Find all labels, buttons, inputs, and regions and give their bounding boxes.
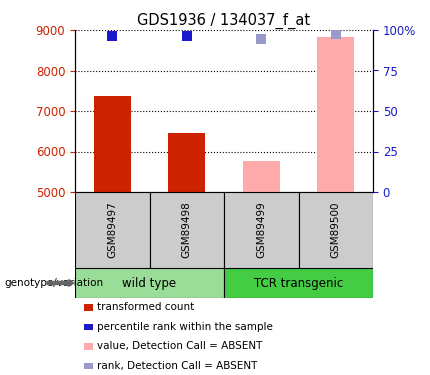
Text: GSM89498: GSM89498 [182,202,192,258]
Text: value, Detection Call = ABSENT: value, Detection Call = ABSENT [97,341,263,351]
Title: GDS1936 / 134037_f_at: GDS1936 / 134037_f_at [138,12,310,28]
Text: GSM89499: GSM89499 [256,202,266,258]
Text: percentile rank within the sample: percentile rank within the sample [97,322,273,332]
Bar [224,268,373,298]
Text: genotype/variation: genotype/variation [4,278,104,288]
Bar [317,37,354,192]
Bar [224,192,298,268]
Bar [94,96,131,192]
Text: GSM89497: GSM89497 [107,202,117,258]
Text: transformed count: transformed count [97,302,195,312]
Point [258,36,265,42]
Bar [75,268,224,298]
Bar [168,133,206,192]
Bar [150,192,224,268]
Bar [243,161,280,192]
Text: rank, Detection Call = ABSENT: rank, Detection Call = ABSENT [97,361,258,371]
Text: wild type: wild type [123,276,177,290]
Bar [75,192,150,268]
Bar [298,192,373,268]
Point [332,31,339,37]
Point [183,33,190,39]
Text: TCR transgenic: TCR transgenic [254,276,343,290]
Point [109,33,116,39]
Text: GSM89500: GSM89500 [331,202,341,258]
